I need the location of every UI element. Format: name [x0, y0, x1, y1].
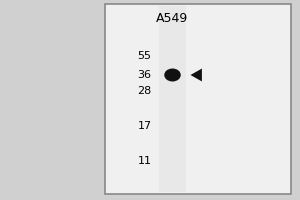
Ellipse shape	[164, 68, 181, 82]
Polygon shape	[190, 69, 202, 81]
Text: 11: 11	[137, 156, 152, 166]
Bar	[159, 6, 186, 192]
Bar	[105, 4, 291, 194]
Text: 17: 17	[137, 121, 152, 131]
Text: A549: A549	[156, 12, 189, 25]
Text: 28: 28	[137, 86, 152, 96]
Text: 55: 55	[137, 51, 152, 61]
Text: 36: 36	[137, 70, 152, 80]
